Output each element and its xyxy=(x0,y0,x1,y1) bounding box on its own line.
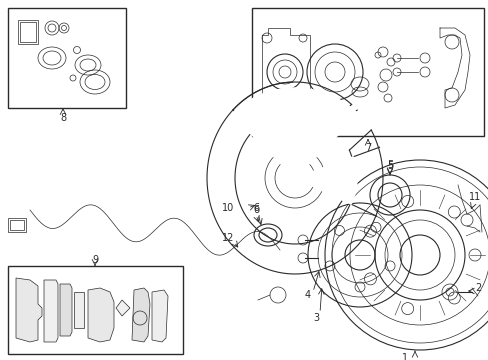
Bar xyxy=(10,220,24,230)
Wedge shape xyxy=(231,88,358,178)
Wedge shape xyxy=(294,157,356,204)
Text: 2: 2 xyxy=(474,283,480,293)
Polygon shape xyxy=(44,280,58,342)
Text: 3: 3 xyxy=(312,313,318,323)
Polygon shape xyxy=(152,290,168,342)
Text: 4: 4 xyxy=(305,290,310,300)
Bar xyxy=(18,20,38,44)
Text: 1: 1 xyxy=(401,353,407,360)
Text: 7: 7 xyxy=(364,143,370,153)
Polygon shape xyxy=(16,278,42,342)
Text: 6: 6 xyxy=(252,203,259,213)
Bar xyxy=(8,266,183,354)
Bar xyxy=(8,8,126,108)
Text: 5: 5 xyxy=(386,160,392,170)
Text: 10: 10 xyxy=(222,203,234,213)
Polygon shape xyxy=(116,300,130,316)
Text: 11: 11 xyxy=(468,192,480,202)
Text: 6: 6 xyxy=(252,205,259,215)
Polygon shape xyxy=(60,284,72,336)
Bar xyxy=(8,218,26,232)
Text: 9: 9 xyxy=(92,255,98,265)
Bar xyxy=(251,8,483,136)
Text: 12: 12 xyxy=(222,233,234,243)
Bar xyxy=(74,292,84,328)
Text: 8: 8 xyxy=(60,113,66,123)
Polygon shape xyxy=(132,288,150,342)
Polygon shape xyxy=(88,288,114,342)
Text: 5: 5 xyxy=(386,161,392,171)
Bar xyxy=(20,22,36,42)
